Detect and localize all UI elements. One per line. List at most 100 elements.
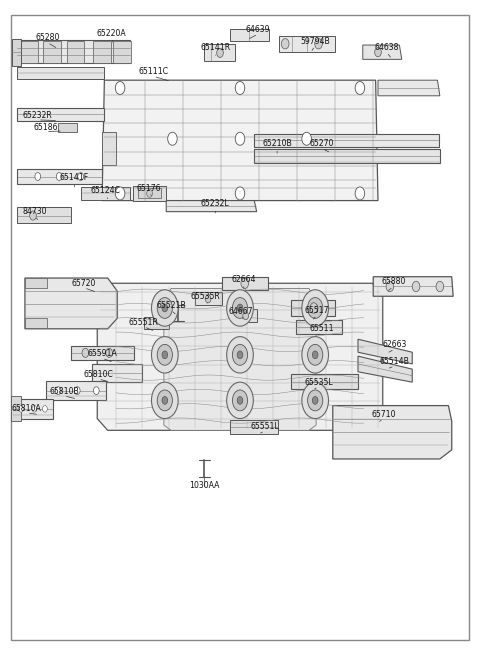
Polygon shape xyxy=(46,381,106,400)
Text: 65810B: 65810B xyxy=(49,387,79,396)
Circle shape xyxy=(162,351,168,359)
Circle shape xyxy=(235,81,245,94)
Polygon shape xyxy=(133,185,166,200)
Polygon shape xyxy=(12,399,53,419)
Circle shape xyxy=(152,382,178,419)
Circle shape xyxy=(106,348,112,358)
Text: 65880: 65880 xyxy=(381,278,406,286)
Circle shape xyxy=(302,132,312,145)
Circle shape xyxy=(375,48,381,57)
Polygon shape xyxy=(229,420,278,434)
Polygon shape xyxy=(291,300,335,316)
Circle shape xyxy=(308,390,323,411)
Circle shape xyxy=(436,281,444,291)
Polygon shape xyxy=(92,364,143,382)
Polygon shape xyxy=(358,339,412,364)
Polygon shape xyxy=(71,346,134,360)
Text: 65280: 65280 xyxy=(35,33,60,43)
Circle shape xyxy=(355,81,365,94)
Circle shape xyxy=(315,39,322,49)
Text: 65551L: 65551L xyxy=(251,422,279,431)
Polygon shape xyxy=(279,36,335,52)
Circle shape xyxy=(74,386,80,394)
Text: 64667: 64667 xyxy=(228,307,253,316)
Circle shape xyxy=(227,290,253,326)
Polygon shape xyxy=(81,187,130,200)
Circle shape xyxy=(227,337,253,373)
Text: 65720: 65720 xyxy=(72,279,96,288)
Polygon shape xyxy=(44,41,60,63)
Circle shape xyxy=(19,405,24,412)
Text: 65270: 65270 xyxy=(310,140,334,149)
Text: 65514B: 65514B xyxy=(380,357,409,366)
Text: 65535L: 65535L xyxy=(304,378,333,386)
Polygon shape xyxy=(17,67,104,79)
Circle shape xyxy=(30,211,36,220)
Text: 65232R: 65232R xyxy=(23,111,53,120)
Polygon shape xyxy=(378,80,440,96)
Text: 65535R: 65535R xyxy=(191,291,221,301)
Circle shape xyxy=(302,337,328,373)
Circle shape xyxy=(227,382,253,419)
Polygon shape xyxy=(195,292,222,305)
Polygon shape xyxy=(21,41,38,63)
Polygon shape xyxy=(17,40,130,64)
Circle shape xyxy=(94,386,99,394)
Polygon shape xyxy=(17,207,71,223)
Text: 62664: 62664 xyxy=(231,275,256,284)
Circle shape xyxy=(237,351,243,359)
Polygon shape xyxy=(358,356,412,382)
Text: 65186: 65186 xyxy=(34,122,58,132)
Text: 64638: 64638 xyxy=(374,43,399,52)
Circle shape xyxy=(162,396,168,404)
Polygon shape xyxy=(12,39,21,66)
Circle shape xyxy=(115,81,125,94)
Polygon shape xyxy=(17,169,102,184)
Polygon shape xyxy=(254,149,440,164)
Polygon shape xyxy=(204,45,235,61)
Polygon shape xyxy=(373,276,453,296)
Circle shape xyxy=(302,290,328,326)
Polygon shape xyxy=(67,41,84,63)
Circle shape xyxy=(168,132,177,145)
Circle shape xyxy=(35,173,41,180)
Text: 65111C: 65111C xyxy=(138,67,168,76)
Circle shape xyxy=(232,297,248,318)
Text: 65210B: 65210B xyxy=(262,140,292,149)
Polygon shape xyxy=(291,375,358,388)
Circle shape xyxy=(82,348,89,358)
Polygon shape xyxy=(25,278,117,329)
Polygon shape xyxy=(296,320,342,334)
Circle shape xyxy=(308,345,323,365)
Polygon shape xyxy=(17,107,104,121)
Polygon shape xyxy=(363,45,402,60)
Polygon shape xyxy=(222,276,267,290)
Circle shape xyxy=(147,189,153,197)
Polygon shape xyxy=(25,278,48,288)
Text: 65591A: 65591A xyxy=(87,349,117,358)
Circle shape xyxy=(237,396,243,404)
Text: 65710: 65710 xyxy=(372,410,396,419)
Polygon shape xyxy=(58,123,77,132)
Circle shape xyxy=(162,304,168,312)
Text: 65220A: 65220A xyxy=(96,29,126,38)
Circle shape xyxy=(205,295,211,303)
Polygon shape xyxy=(229,29,268,41)
Circle shape xyxy=(312,351,318,359)
Circle shape xyxy=(243,312,249,320)
Polygon shape xyxy=(166,200,257,212)
Polygon shape xyxy=(11,396,21,421)
Circle shape xyxy=(235,187,245,200)
Text: 84730: 84730 xyxy=(22,207,47,216)
Circle shape xyxy=(152,290,178,326)
Circle shape xyxy=(78,173,84,180)
Polygon shape xyxy=(113,41,131,63)
Polygon shape xyxy=(102,132,116,165)
Circle shape xyxy=(302,382,328,419)
Circle shape xyxy=(56,173,62,180)
Text: 65810C: 65810C xyxy=(83,370,113,379)
Text: 65176: 65176 xyxy=(136,183,161,193)
Polygon shape xyxy=(94,41,110,63)
Text: 65551R: 65551R xyxy=(129,318,159,327)
Circle shape xyxy=(386,281,394,291)
